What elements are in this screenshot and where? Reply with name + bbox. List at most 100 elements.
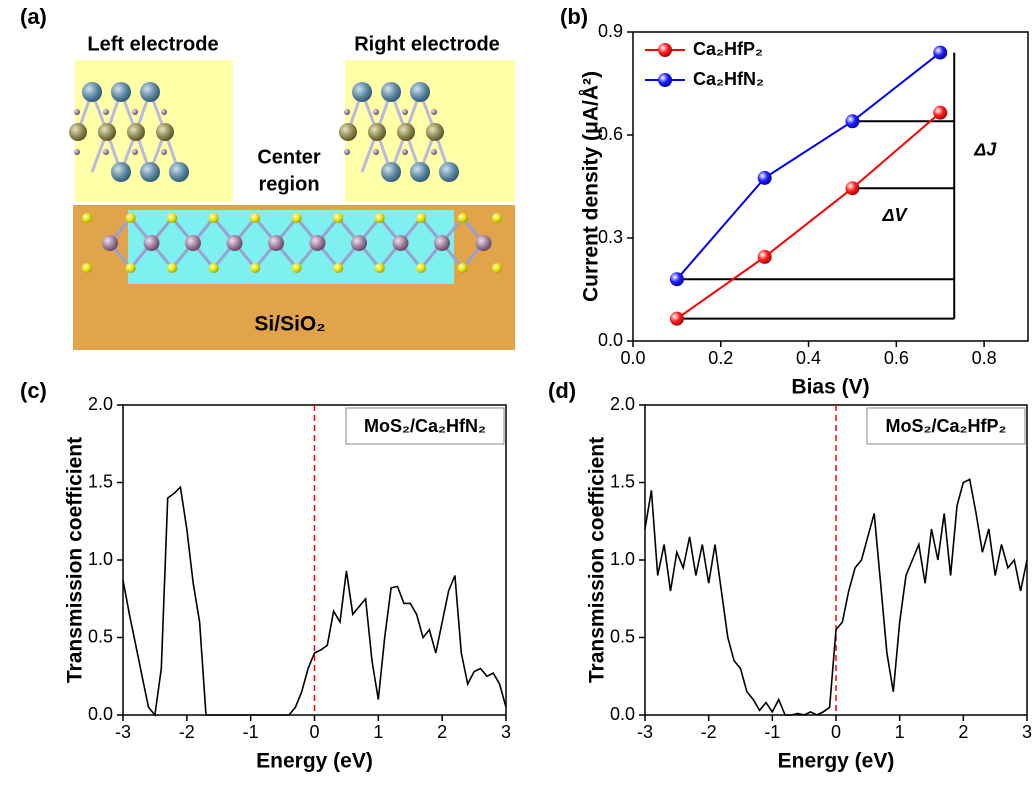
atom (291, 213, 302, 223)
y-tick-label: 0.3 (598, 227, 623, 247)
atom (185, 235, 201, 251)
atom (434, 235, 450, 251)
x-axis-label: Energy (eV) (256, 750, 373, 773)
atom (439, 162, 459, 182)
atom (410, 82, 430, 102)
atom (268, 235, 284, 251)
atom (103, 109, 109, 115)
atom (352, 82, 372, 102)
atom (373, 149, 379, 155)
series-line (676, 111, 941, 320)
inset-box (866, 407, 1026, 445)
atom (381, 162, 401, 182)
legend-label: Ca₂HfN₂ (693, 69, 764, 89)
x-tick-label: -2 (701, 722, 717, 742)
atom (374, 263, 385, 273)
x-tick-label: 0.0 (620, 348, 645, 368)
series-line (676, 51, 941, 280)
atom (339, 123, 357, 141)
x-tick-label: 0 (309, 722, 319, 742)
legend-marker (658, 43, 672, 57)
atom (208, 263, 219, 273)
atom (373, 109, 379, 115)
x-tick-label: 2 (437, 722, 447, 742)
atom (381, 82, 401, 102)
atom (392, 235, 409, 251)
y-tick-label: 1.5 (610, 471, 635, 491)
data-point (933, 45, 948, 60)
y-tick-label: 0.5 (610, 626, 635, 646)
y-tick-label: 0.9 (598, 21, 623, 41)
annotation: ΔJ (973, 139, 997, 159)
y-axis-label: Transmission coefficient (586, 437, 609, 683)
atom (416, 213, 427, 223)
atom (410, 162, 430, 182)
y-tick-label: 0.0 (610, 704, 635, 724)
y-tick-label: 0.5 (88, 626, 113, 646)
atom (368, 123, 386, 141)
right-electrode-label: Right electrode (354, 33, 500, 55)
left-electrode-label: Left electrode (87, 33, 218, 55)
atom (426, 123, 444, 141)
y-tick-label: 0.6 (598, 124, 623, 144)
atom (492, 263, 502, 273)
y-tick-label: 2.0 (610, 394, 635, 414)
atom (333, 263, 344, 273)
atom (125, 263, 136, 273)
data-point (757, 170, 772, 185)
y-tick-label: 1.0 (610, 549, 635, 569)
atom (309, 235, 326, 251)
atom (374, 213, 385, 223)
atom (69, 123, 87, 141)
atom (351, 235, 367, 251)
atom (82, 263, 92, 273)
inset-label: MoS₂/Ca₂HfP₂ (886, 416, 1007, 436)
x-tick-label: -3 (115, 722, 131, 742)
atom (111, 162, 131, 182)
atom (431, 149, 437, 155)
atom (333, 213, 344, 223)
x-tick-label: -3 (637, 722, 653, 742)
atom (344, 149, 350, 155)
legend-label: Ca₂HfP₂ (693, 39, 763, 59)
atom (111, 82, 131, 102)
data-point (669, 272, 684, 287)
panel-label: (a) (20, 4, 47, 29)
atom (402, 109, 408, 115)
y-axis-label: Transmission coefficient (64, 437, 87, 683)
series-line (644, 478, 1028, 716)
y-tick-label: 0.0 (88, 704, 113, 724)
x-tick-label: -2 (179, 722, 195, 742)
x-tick-label: 1 (373, 722, 383, 742)
atom (127, 123, 145, 141)
atom (208, 213, 219, 223)
atom (167, 213, 178, 223)
atom (475, 235, 492, 251)
x-tick-label: 0.8 (972, 348, 997, 368)
atom (457, 263, 468, 273)
y-tick-label: 1.0 (88, 549, 113, 569)
inset-label: MoS₂/Ca₂HfN₂ (364, 416, 486, 436)
x-tick-label: 1 (895, 722, 905, 742)
y-tick-label: 2.0 (88, 394, 113, 414)
series-line (122, 485, 507, 717)
atom (132, 149, 138, 155)
panel-label: (d) (548, 378, 576, 403)
atom (161, 149, 167, 155)
y-tick-label: 0.0 (598, 330, 623, 350)
substrate-label: Si/SiO₂ (254, 313, 325, 336)
x-tick-label: 0 (831, 722, 841, 742)
atom (167, 263, 178, 273)
atom (250, 263, 261, 273)
inset-box (345, 407, 505, 445)
atom (397, 123, 415, 141)
atom (82, 213, 92, 223)
data-point (845, 181, 860, 196)
x-tick-label: 0.6 (884, 348, 909, 368)
atom (457, 213, 468, 223)
x-tick-label: 0.4 (796, 348, 821, 368)
x-tick-label: 0.2 (708, 348, 733, 368)
atom (82, 82, 102, 102)
atom (416, 263, 427, 273)
